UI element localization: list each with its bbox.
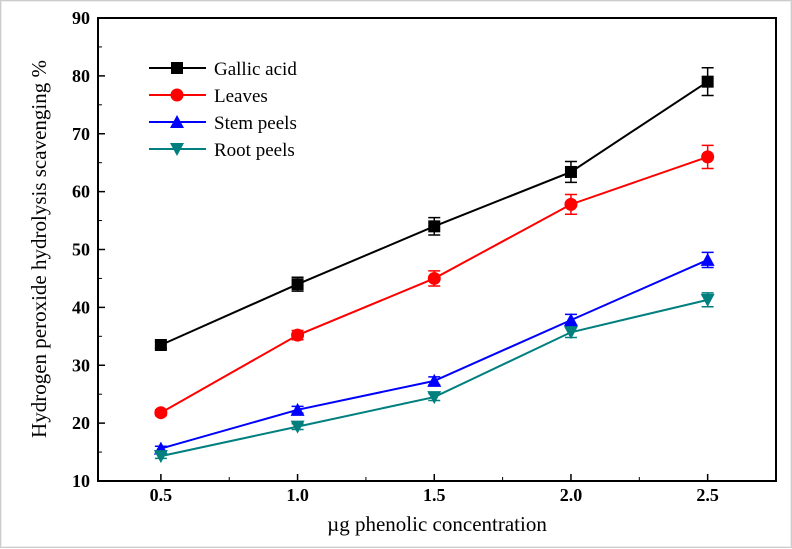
legend-marker: [170, 115, 184, 128]
data-point: [290, 402, 305, 416]
y-tick-label: 70: [72, 124, 90, 144]
y-tick-label: 40: [72, 297, 90, 317]
x-tick-label: 1.5: [423, 485, 446, 505]
series-stem-peels: [153, 251, 715, 455]
series-leaves: [154, 144, 715, 420]
y-tick-label: 20: [72, 413, 90, 433]
y-tick-label: 50: [72, 240, 90, 260]
data-point: [291, 328, 305, 342]
data-point: [563, 326, 578, 340]
series-gallic-acid: [154, 67, 714, 351]
legend-marker: [170, 143, 184, 156]
data-point: [154, 406, 168, 420]
y-axis-label: Hydrogen peroxide hydrolysis scavenging …: [27, 60, 51, 438]
legend-label: Leaves: [214, 86, 268, 107]
x-tick-label: 0.5: [150, 485, 173, 505]
data-point: [564, 165, 577, 178]
series-line: [160, 259, 709, 450]
data-point: [428, 220, 441, 233]
plot-frame: [97, 17, 777, 482]
data-point: [291, 278, 304, 291]
x-axis-label: µg phenolic concentration: [327, 512, 547, 536]
series-root-peels: [153, 292, 715, 464]
data-point: [564, 197, 578, 211]
y-tick-label: 80: [72, 66, 90, 86]
legend-marker: [170, 88, 184, 102]
data-point: [563, 313, 578, 327]
y-tick-label: 60: [72, 182, 90, 202]
data-point: [701, 75, 714, 88]
legend-label: Gallic acid: [214, 59, 297, 80]
legend-label: Root peels: [214, 140, 295, 161]
y-tick-label: 10: [72, 471, 90, 491]
x-tick-label: 2.0: [560, 485, 583, 505]
data-point: [427, 373, 442, 387]
x-tick-label: 2.5: [696, 485, 719, 505]
x-tick-label: 1.0: [286, 485, 309, 505]
y-tick-label: 30: [72, 355, 90, 375]
y-tick-label: 90: [72, 8, 90, 28]
legend-label: Stem peels: [214, 113, 297, 134]
data-point: [154, 338, 167, 351]
data-point: [427, 391, 442, 405]
data-point: [701, 150, 715, 164]
data-point: [700, 252, 715, 266]
legend-marker: [171, 62, 183, 74]
data-point: [290, 420, 305, 434]
data-point: [427, 271, 441, 285]
data-point: [700, 293, 715, 307]
data-point: [153, 450, 168, 464]
